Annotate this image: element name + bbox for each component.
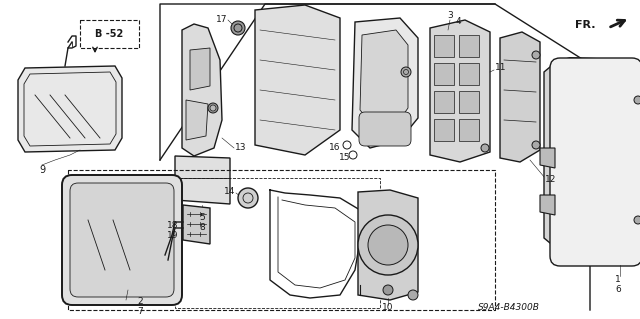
Text: 17: 17 — [216, 16, 227, 25]
Text: 5: 5 — [199, 213, 205, 222]
Polygon shape — [540, 195, 555, 215]
Circle shape — [383, 285, 393, 295]
Circle shape — [634, 96, 640, 104]
Text: 13: 13 — [235, 144, 246, 152]
Circle shape — [408, 290, 418, 300]
FancyBboxPatch shape — [80, 20, 139, 48]
Text: 2: 2 — [137, 298, 143, 307]
Circle shape — [634, 216, 640, 224]
Text: 16: 16 — [328, 144, 340, 152]
Text: 10: 10 — [382, 303, 394, 313]
Text: 9: 9 — [39, 165, 45, 175]
Text: S9A4-B4300B: S9A4-B4300B — [478, 302, 540, 311]
Polygon shape — [186, 100, 208, 140]
Polygon shape — [183, 205, 210, 244]
Polygon shape — [459, 119, 479, 141]
Text: 1: 1 — [615, 276, 621, 285]
Polygon shape — [500, 32, 540, 162]
Polygon shape — [358, 190, 418, 300]
FancyBboxPatch shape — [70, 183, 174, 297]
FancyBboxPatch shape — [550, 58, 640, 266]
FancyBboxPatch shape — [359, 112, 411, 146]
Circle shape — [210, 105, 216, 111]
Polygon shape — [190, 48, 210, 90]
Polygon shape — [175, 156, 230, 204]
FancyBboxPatch shape — [62, 175, 182, 305]
Text: 19: 19 — [166, 231, 178, 240]
Text: 6: 6 — [615, 286, 621, 294]
Circle shape — [481, 144, 489, 152]
Circle shape — [358, 215, 418, 275]
Polygon shape — [434, 91, 454, 113]
Circle shape — [208, 103, 218, 113]
Text: FR.: FR. — [575, 20, 595, 30]
Polygon shape — [459, 91, 479, 113]
Polygon shape — [430, 20, 490, 162]
Text: 18: 18 — [166, 220, 178, 229]
Text: 15: 15 — [339, 153, 350, 162]
Text: 11: 11 — [495, 63, 506, 72]
Polygon shape — [360, 30, 408, 128]
Polygon shape — [434, 63, 454, 85]
Polygon shape — [459, 35, 479, 57]
Polygon shape — [459, 63, 479, 85]
Text: 14: 14 — [223, 188, 235, 197]
Polygon shape — [18, 66, 122, 152]
Polygon shape — [544, 62, 556, 248]
Circle shape — [231, 21, 245, 35]
Polygon shape — [255, 5, 340, 155]
Polygon shape — [434, 35, 454, 57]
Circle shape — [532, 51, 540, 59]
Polygon shape — [556, 58, 637, 262]
Circle shape — [368, 225, 408, 265]
Text: 4: 4 — [455, 18, 461, 26]
Text: 8: 8 — [199, 224, 205, 233]
Polygon shape — [182, 24, 222, 156]
Polygon shape — [540, 148, 555, 168]
Text: 12: 12 — [545, 175, 556, 184]
Text: 7: 7 — [137, 307, 143, 315]
Polygon shape — [352, 18, 418, 148]
Polygon shape — [434, 119, 454, 141]
Text: 3: 3 — [447, 11, 453, 20]
Circle shape — [532, 141, 540, 149]
Circle shape — [238, 188, 258, 208]
Circle shape — [401, 67, 411, 77]
Text: B -52: B -52 — [95, 29, 123, 39]
